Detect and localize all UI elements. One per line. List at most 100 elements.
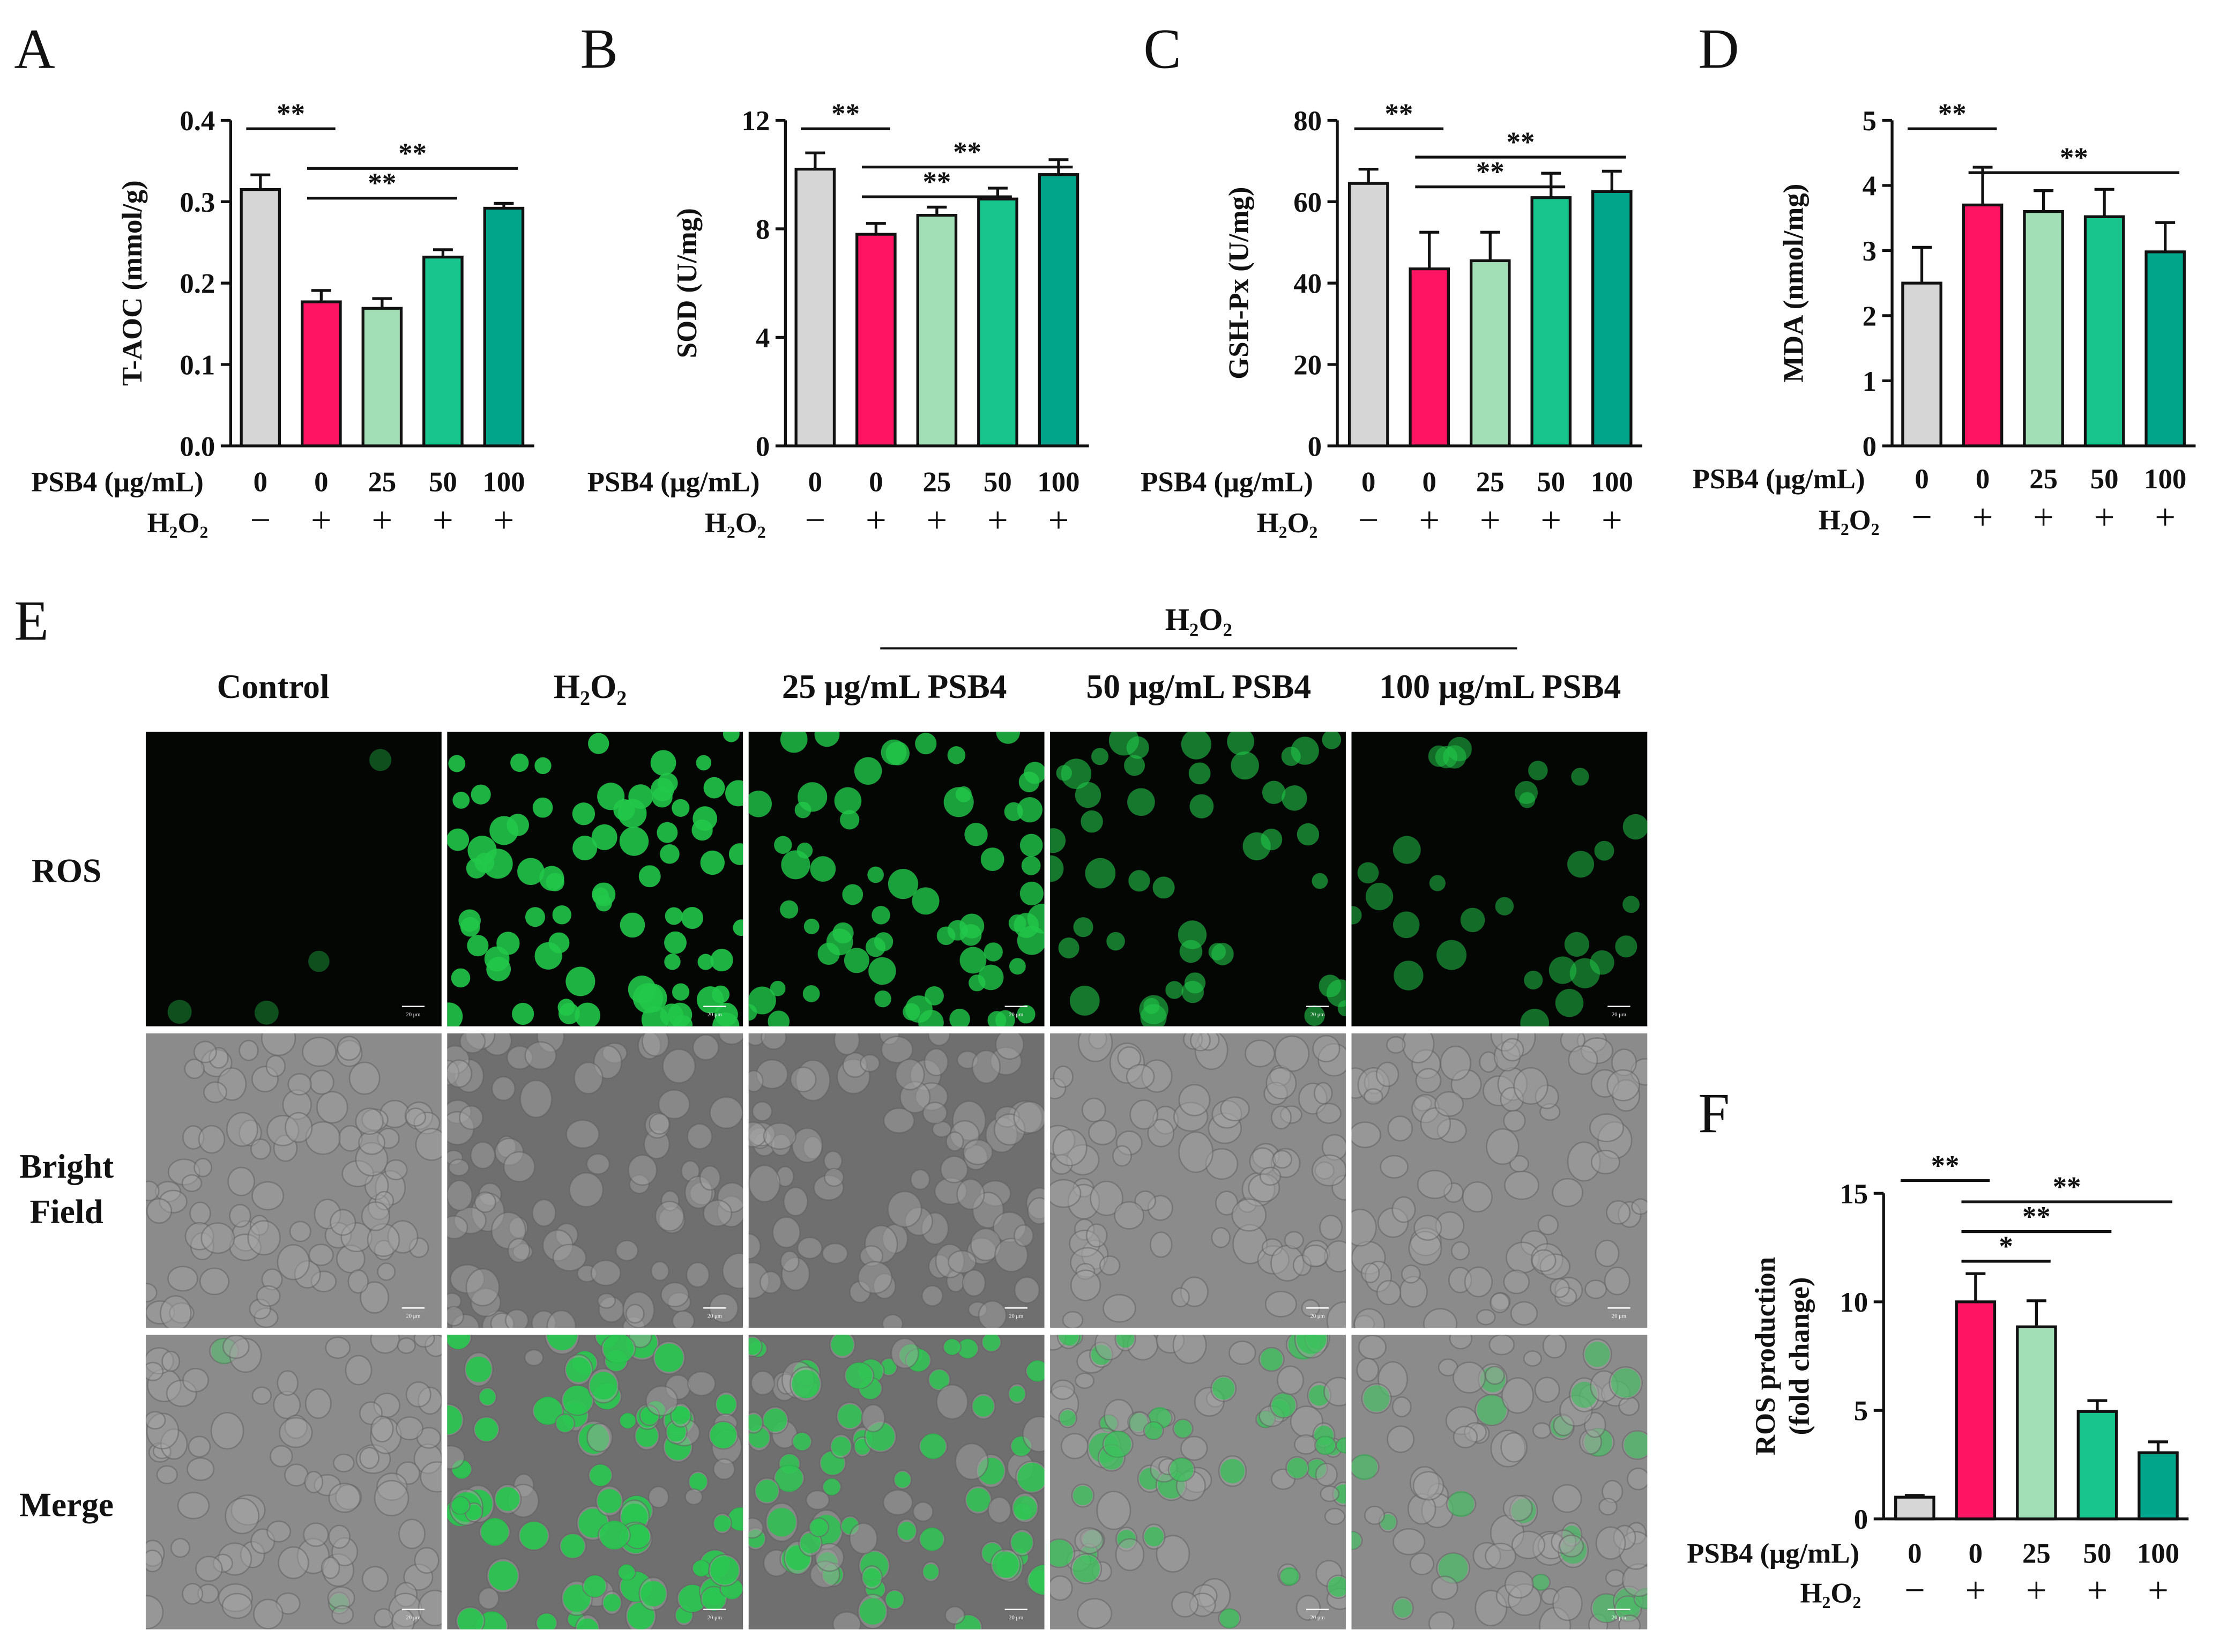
scale-bar-label: 20 μm: [708, 1314, 723, 1320]
cell: [261, 1268, 283, 1291]
y-tick-label: 4: [756, 323, 770, 354]
fluorescent-cell: [657, 822, 678, 843]
fluorescent-cell: [696, 755, 712, 771]
cell: [1606, 1200, 1631, 1225]
cell: [1134, 1190, 1157, 1211]
cell: [1401, 1264, 1421, 1284]
fluorescent-cell: [844, 948, 869, 973]
cell: [1022, 1416, 1045, 1453]
cell: [330, 1209, 356, 1236]
fluorescent-cell: [1322, 732, 1342, 749]
cell: [156, 1465, 178, 1485]
fluorescent-cell: [481, 1518, 509, 1546]
cell: [1351, 1067, 1369, 1099]
fluorescent-cell: [955, 1615, 981, 1629]
fluorescent-cell: [1548, 956, 1577, 984]
fluorescent-cell: [929, 1370, 949, 1390]
fluorescent-cell: [561, 1534, 585, 1558]
fluorescent-cell: [947, 746, 966, 764]
fluorescent-cell: [862, 1568, 881, 1587]
fluorescent-cell: [1262, 780, 1286, 805]
cell: [210, 1412, 244, 1450]
fluorescent-cell: [1394, 961, 1424, 991]
fluorescent-cell: [798, 782, 828, 812]
bar: [361, 307, 403, 448]
cell: [394, 1582, 418, 1608]
fluorescent-cell: [1165, 981, 1183, 999]
cell: [1178, 1131, 1213, 1173]
micro-texture: 20 μm: [748, 1033, 1045, 1328]
fluorescent-cell: [842, 884, 863, 905]
cell: [1428, 1611, 1455, 1629]
scale-bar-label: 20 μm: [1612, 1615, 1627, 1621]
cell: [796, 1237, 823, 1260]
cell: [692, 1034, 719, 1061]
cell: [849, 1522, 878, 1554]
cell: [1462, 1181, 1493, 1213]
fluorescent-cell: [748, 1337, 761, 1355]
fluorescent-cell: [1128, 870, 1150, 892]
fluorescent-cell: [579, 1424, 609, 1454]
cell: [195, 1556, 223, 1582]
cell: [1539, 1606, 1572, 1629]
scale-bar-label: 20 μm: [406, 1615, 421, 1621]
h2o2-value: −: [805, 500, 825, 540]
fluorescent-cell: [512, 1002, 534, 1025]
fluorescent-cell: [817, 942, 840, 965]
y-tick-label: 15: [1840, 1179, 1868, 1210]
fluorescent-cell: [452, 1460, 471, 1479]
psb4-row-label: PSB4 (μg/mL): [1687, 1538, 1859, 1569]
h2o2-value: −: [1358, 500, 1379, 540]
bar: [2144, 250, 2186, 448]
cell: [944, 1606, 965, 1625]
cell: [994, 1238, 1029, 1273]
y-axis-label: MDA (nmol/mg): [1778, 184, 1810, 383]
cell: [217, 1542, 252, 1576]
fluorescent-cell: [1104, 1431, 1131, 1458]
h2o2-value: +: [433, 500, 453, 540]
row-label-ros: ROS: [32, 852, 101, 889]
y-tick-label: 0.3: [180, 187, 215, 218]
cell: [1407, 1493, 1436, 1525]
cell: [569, 1172, 604, 1208]
cell: [645, 1385, 679, 1417]
fluorescent-cell: [563, 1386, 592, 1415]
cell: [1578, 1429, 1603, 1455]
cell: [1413, 1096, 1433, 1112]
cell: [491, 1076, 516, 1102]
micro-image-r0-c3: 20 μm: [1050, 732, 1346, 1026]
fluorescent-cell: [748, 790, 772, 817]
micro-texture: 20 μm: [1351, 736, 1648, 1026]
micro-texture: 20 μm: [748, 1335, 1045, 1629]
cell: [791, 1127, 823, 1163]
cell: [1231, 1198, 1267, 1232]
fluorescent-cell: [1061, 758, 1092, 789]
cell: [615, 1240, 639, 1262]
cell: [1205, 1148, 1239, 1180]
cell: [1500, 1087, 1524, 1112]
fluorescent-cell: [840, 810, 860, 830]
scale-bar-label: 20 μm: [1009, 1314, 1024, 1320]
fluorescent-cell: [452, 1497, 469, 1514]
panel-letter-d: D: [1698, 18, 1739, 80]
cell: [1351, 1121, 1381, 1148]
fluorescent-cell: [1297, 823, 1320, 846]
fluorescent-cell: [1009, 958, 1026, 975]
cell: [177, 1492, 210, 1520]
fluorescent-cell: [466, 1356, 492, 1382]
cell: [447, 1059, 472, 1088]
cell: [1211, 1227, 1231, 1248]
cell: [217, 1067, 247, 1101]
cell: [1375, 1061, 1399, 1087]
fluorescent-cell: [167, 1000, 192, 1024]
fluorescent-cell: [1129, 1413, 1148, 1432]
scale-bar-label: 20 μm: [1310, 1012, 1326, 1018]
fluorescent-cell: [996, 732, 1021, 744]
fluorescent-cell: [842, 1517, 859, 1535]
cell: [1584, 1279, 1607, 1299]
fluorescent-cell: [702, 1587, 726, 1611]
micro-image-r1-c0: 20 μm: [145, 1033, 442, 1328]
cell: [945, 1131, 964, 1152]
cell: [1115, 1130, 1143, 1156]
cell: [1324, 1508, 1345, 1526]
